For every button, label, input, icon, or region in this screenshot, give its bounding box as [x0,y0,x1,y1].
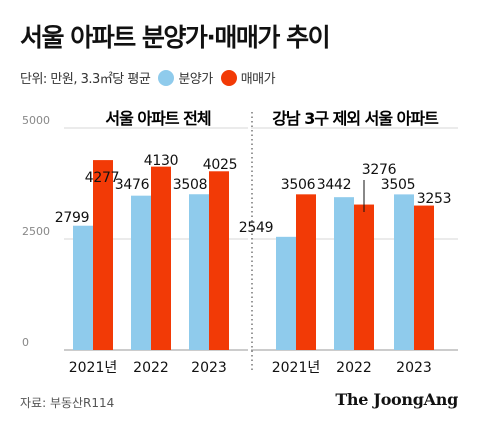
bar-sale-1-2 [414,205,434,350]
data-label: 3505 [381,177,415,193]
x-tick-label: 2021년 [272,360,321,376]
brand-logo: The JoongAng [335,390,458,409]
data-label: 3476 [115,177,150,193]
x-tick-label: 2023 [396,360,432,376]
data-label: 3508 [173,177,207,193]
bar-presale-0-2 [189,194,209,350]
chart-title: 서울 아파트 분양가·매매가 추이 [20,23,331,52]
legend-label-presale: 분양가 [178,72,213,87]
legend-label-sale: 매매가 [240,72,276,87]
legend-swatch-presale [158,69,175,86]
bar-presale-0-1 [131,195,151,350]
bar-sale-0-0 [93,160,113,350]
x-tick-label: 2021년 [69,360,118,376]
legend: 단위: 만원, 3.3㎡당 평균 분양가 매매가 [20,68,276,87]
source-note: 자료: 부동산R114 [20,396,115,410]
x-tick-label: 2022 [133,360,169,376]
data-label: 3442 [317,177,351,193]
bar-sale-1-1 [354,204,374,350]
bar-presale-1-1 [334,197,354,350]
x-tick-label: 2022 [336,360,372,376]
data-label: 3276 [362,162,397,178]
x-tick-label: 2023 [191,360,227,376]
data-label: 4130 [144,153,178,169]
bar-presale-1-0 [276,236,296,350]
unit-label: 단위: 만원, 3.3㎡당 평균 [20,72,151,87]
bar-sale-0-2 [209,171,229,350]
bar-presale-0-0 [73,225,93,350]
data-label: 2549 [239,220,273,236]
bar-sale-1-0 [296,194,316,350]
data-label: 3506 [281,177,316,193]
panel-title: 강남 3구 제외 서울 아파트 [272,109,439,128]
data-label: 4277 [85,170,119,186]
legend-swatch-sale [220,69,237,86]
bar-sale-0-1 [151,166,171,350]
y-tick-label: 2500 [22,225,50,238]
bar-presale-1-2 [394,194,414,350]
y-tick-label: 5000 [22,114,50,127]
data-label: 3253 [417,191,451,207]
data-label: 4025 [203,157,237,173]
data-label: 2799 [55,210,89,226]
panel-title: 서울 아파트 전체 [105,109,210,128]
y-tick-label: 0 [22,336,29,349]
